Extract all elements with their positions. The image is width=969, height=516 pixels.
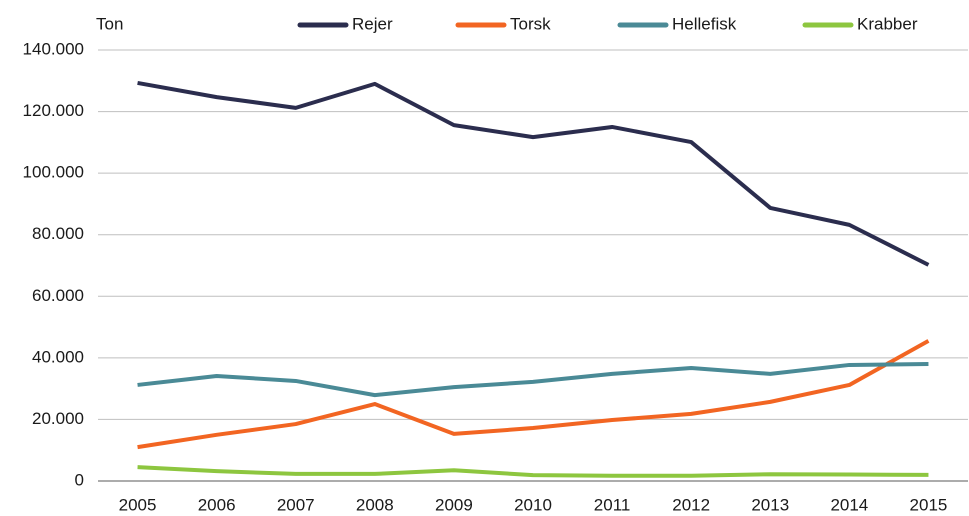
y-tick-label: 60.000 [32,286,84,305]
y-tick-label: 120.000 [23,101,84,120]
x-tick-label: 2015 [910,495,948,514]
y-tick-label: 80.000 [32,224,84,243]
x-tick-label: 2006 [198,495,236,514]
y-tick-label: 140.000 [23,39,84,58]
series-line [137,339,930,450]
x-tick-label: 2005 [119,495,157,514]
series-line [137,465,929,478]
legend-label: Hellefisk [672,14,737,33]
y-tick-label: 0 [75,470,84,489]
legend-label: Rejer [352,14,393,33]
series-line [137,362,929,398]
series-line [137,80,930,267]
y-axis-label: Ton [96,14,123,33]
x-tick-label: 2009 [435,495,473,514]
x-tick-label: 2010 [514,495,552,514]
x-tick-label: 2011 [594,495,631,514]
legend-label: Torsk [510,14,551,33]
x-tick-label: 2013 [751,495,789,514]
x-tick-label: 2012 [672,495,710,514]
x-tick-label: 2014 [830,495,868,514]
y-tick-label: 20.000 [32,409,84,428]
legend-label: Krabber [857,14,918,33]
x-tick-label: 2008 [356,495,394,514]
y-tick-label: 40.000 [32,347,84,366]
y-tick-label: 100.000 [23,163,84,182]
x-tick-label: 2007 [277,495,315,514]
